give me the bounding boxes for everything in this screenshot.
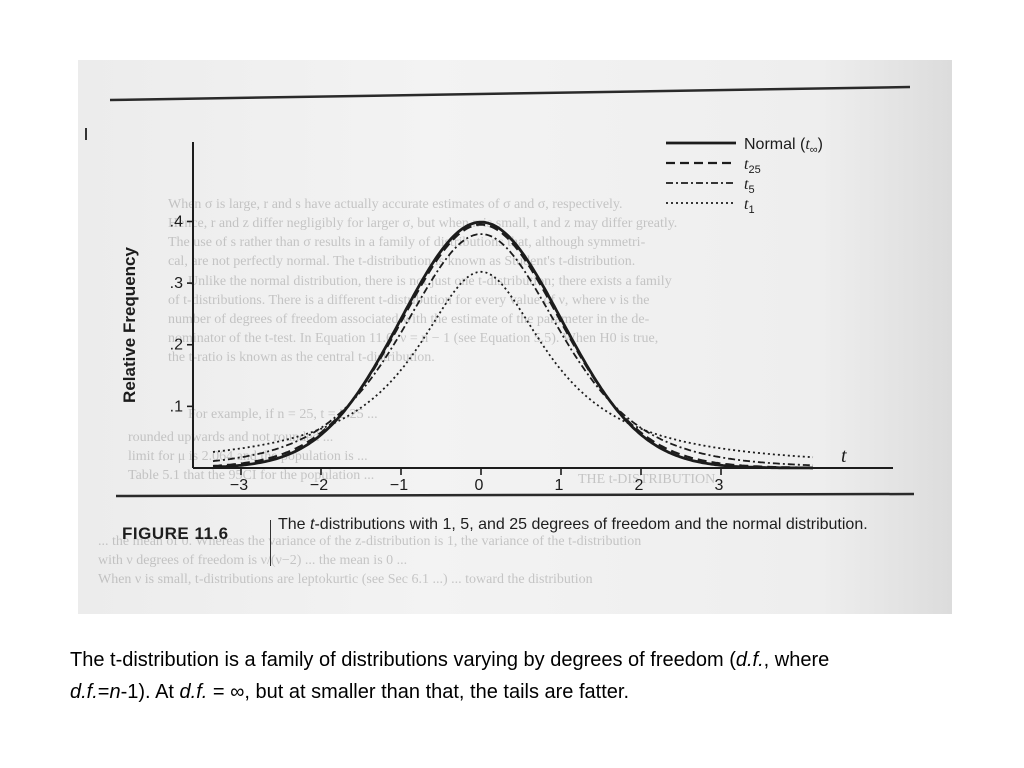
legend-label: t1 <box>744 196 755 216</box>
x-tick-label: 0 <box>475 477 484 494</box>
distribution-curves <box>212 220 814 470</box>
y-tick-label: .2 <box>170 337 183 354</box>
legend-label: t25 <box>744 156 761 176</box>
scanned-figure: When σ is large, r and s have actually a… <box>78 60 952 614</box>
bleed-through-line: Hence, r and z differ negligibly for lar… <box>168 216 678 231</box>
y-tick-label: .1 <box>170 398 183 415</box>
figure-label: FIGURE 11.6 <box>122 524 229 543</box>
series-curve-5 <box>212 233 813 467</box>
figure-caption: The t-distributions with 1, 5, and 25 de… <box>278 516 868 533</box>
y-tick-label: .4 <box>170 213 183 230</box>
x-tick-label: −2 <box>310 477 328 494</box>
x-axis-label: t <box>841 445 847 467</box>
bleed-through-line: cal, are not perfectly normal. The t-dis… <box>168 254 636 269</box>
series-curve-inf <box>212 220 813 470</box>
bleed-through-line: of t-distributions. There is a different… <box>168 293 650 308</box>
slide-caption: The t-distribution is a family of distri… <box>70 649 830 703</box>
bleed-through-line: ... the mean of 0. Whereas the variance … <box>98 534 642 549</box>
chart-frame <box>85 85 915 498</box>
x-tick-label: −3 <box>230 477 248 494</box>
figure-caption-divider <box>270 520 271 566</box>
bleed-through-line: with ν degrees of freedom is ν/(ν−2) ...… <box>98 553 408 568</box>
bottom-rule <box>115 492 915 498</box>
bleed-through-line: Unlike the normal distribution, there is… <box>188 274 672 289</box>
chart-axes: −3 −2 −1 0 1 2 3 .1 .2 .3 .4 t Relative Frequency <box>120 142 893 494</box>
bleed-through-line: Table 5.1 that the 95CI for the populati… <box>128 468 375 483</box>
t-distribution-chart: −3 −2 −1 0 1 2 3 .1 .2 .3 .4 t Relative Frequency No… <box>85 85 915 498</box>
bleed-through-line: When ν is small, t-distributions are lep… <box>98 572 593 587</box>
top-rule <box>109 85 911 102</box>
legend-label: t5 <box>744 176 755 196</box>
x-tick-label: 2 <box>635 477 644 494</box>
x-tick-label: 3 <box>715 477 724 494</box>
series-curve-1 <box>212 270 814 459</box>
bleed-through-line: rounded upwards and not rounded ... <box>128 430 334 445</box>
bleed-through-line: For example, if n = 25, t = 2.25 ... <box>188 407 378 422</box>
x-tick-label: −1 <box>390 477 408 494</box>
bleed-through-line: THE t-DISTRIBUTION <box>578 472 716 487</box>
bleed-through-line: The use of s rather than σ results in a … <box>168 235 646 250</box>
bleed-through-line: number of degrees of freedom associated … <box>168 312 650 327</box>
x-tick-label: 1 <box>555 477 564 494</box>
series-curve-25 <box>212 223 813 469</box>
bleed-through-line: the t-ratio is known as the central t-di… <box>168 350 435 365</box>
y-tick-label: .3 <box>170 275 183 292</box>
legend-label: Normal (t∞) <box>744 136 823 156</box>
bleed-through-line: When σ is large, r and s have actually a… <box>168 197 623 212</box>
y-axis-label: Relative Frequency <box>120 247 139 403</box>
